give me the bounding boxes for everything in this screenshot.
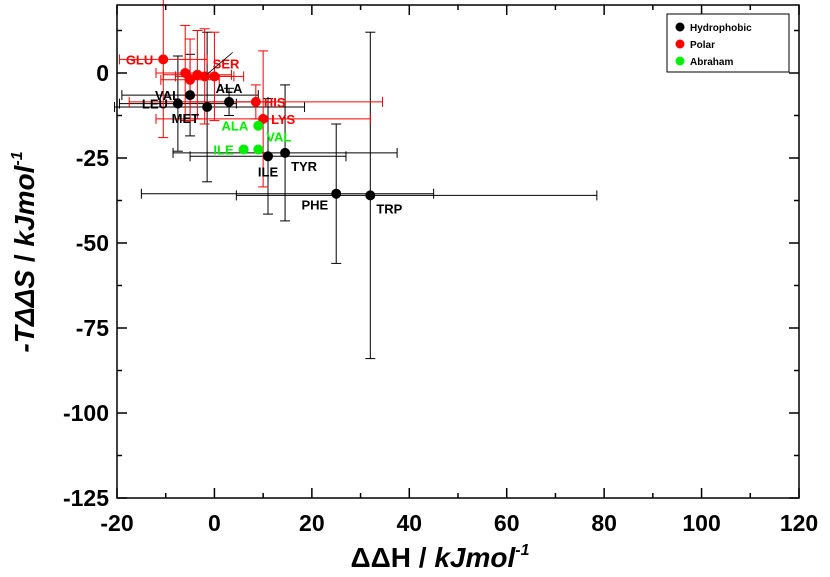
data-point <box>185 90 196 101</box>
data-point <box>365 190 376 201</box>
legend-box <box>666 13 790 73</box>
x-tick-label: 120 <box>780 510 818 536</box>
point-label: GLU <box>126 52 153 67</box>
legend-marker <box>675 39 685 49</box>
point-layer <box>158 54 376 201</box>
x-tick-label: 40 <box>396 510 422 536</box>
data-point <box>192 69 203 80</box>
legend-label: Polar <box>690 40 715 51</box>
point-label: LEU <box>142 97 168 112</box>
tick-layer: -20 0 20 40 60 80 100 120 0 -25 -50 -75 -100 -125 <box>63 5 818 536</box>
error-bar <box>140 123 435 264</box>
x-axis-title: ΔΔH / kJmol-1 <box>351 542 530 573</box>
point-label: VAL <box>266 130 291 145</box>
point-label: ALA <box>222 119 249 134</box>
data-point <box>224 96 235 107</box>
x-tick-label: 0 <box>208 510 221 536</box>
y-tick-label: 0 <box>96 60 109 86</box>
x-tick-label: -20 <box>100 510 133 536</box>
y-tick-label: -125 <box>63 485 109 511</box>
data-point <box>280 147 291 158</box>
legend-marker <box>675 56 685 66</box>
x-tick-label: 100 <box>682 510 720 536</box>
data-point <box>202 102 213 112</box>
data-point <box>238 144 249 155</box>
y-axis-title: -TΔΔS / kJmol-1 <box>9 151 40 352</box>
point-label: MET <box>172 111 200 126</box>
error-bar <box>235 31 598 360</box>
y-tick-label: -75 <box>76 315 109 341</box>
data-point <box>172 98 183 109</box>
legend: Hydrophobic Polar Abraham <box>666 13 790 73</box>
point-label: ILE <box>213 143 234 158</box>
data-point <box>250 96 261 107</box>
legend-marker <box>675 22 685 32</box>
data-point <box>331 188 342 199</box>
data-point <box>263 151 274 162</box>
x-tick-label: 20 <box>299 510 325 536</box>
x-tick-label: 80 <box>591 510 617 536</box>
x-tick-label: 60 <box>494 510 520 536</box>
y-tick-label: -100 <box>63 400 109 426</box>
error-bar-layer <box>114 0 598 360</box>
legend-label: Abraham <box>690 57 733 68</box>
point-label: HIS <box>264 95 286 110</box>
data-point <box>209 71 220 82</box>
ser-leader-line <box>206 52 233 75</box>
data-point <box>253 120 264 131</box>
point-label: TYR <box>291 159 318 174</box>
data-point <box>185 74 196 85</box>
data-point <box>158 54 169 65</box>
y-tick-label: -25 <box>76 145 109 171</box>
plot-frame <box>116 4 800 499</box>
data-point <box>253 144 264 155</box>
point-label: LYS <box>271 112 295 127</box>
y-tick-label: -50 <box>76 230 109 256</box>
point-label: PHE <box>301 198 328 213</box>
point-label: TRP <box>376 201 402 216</box>
point-label: SER <box>213 56 240 71</box>
point-label: ALA <box>216 81 243 96</box>
legend-label: Hydrophobic <box>690 23 752 34</box>
point-label: VAL <box>155 88 180 103</box>
point-label: ILE <box>258 164 279 179</box>
